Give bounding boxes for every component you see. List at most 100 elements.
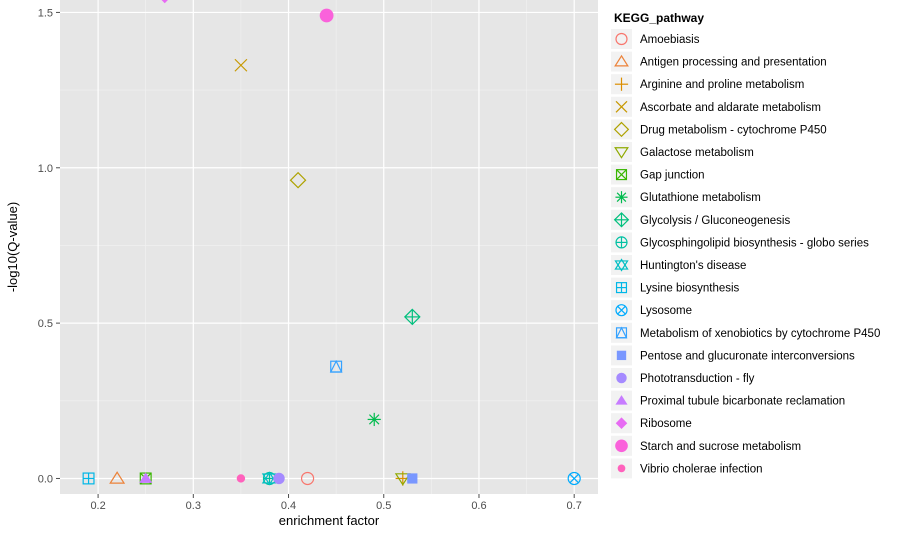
- legend-marker: [616, 350, 627, 361]
- legend-item: Amoebiasis: [611, 29, 700, 49]
- legend-item: Pentose and glucuronate interconversions: [611, 345, 855, 366]
- legend-label: Arginine and proline metabolism: [640, 79, 804, 91]
- data-point: [289, 171, 307, 189]
- x-tick-label: 0.2: [90, 500, 105, 512]
- y-axis-title: -log10(Q-value): [5, 202, 20, 292]
- panel-background: [60, 0, 598, 494]
- legend-label: Amoebiasis: [640, 34, 700, 46]
- legend-marker: [617, 464, 626, 473]
- x-tick-label: 0.4: [281, 500, 296, 512]
- legend-item: Drug metabolism - cytochrome P450: [611, 119, 827, 140]
- legend-marker: [613, 121, 630, 138]
- legend-marker: [615, 32, 628, 46]
- legend-marker: [615, 395, 628, 405]
- legend-marker: [614, 77, 629, 91]
- legend-key: [611, 142, 632, 162]
- legend-key: [611, 29, 632, 49]
- legend-label: Galactose metabolism: [640, 147, 754, 159]
- legend-marker: [615, 282, 628, 294]
- legend-marker: [615, 417, 628, 429]
- x-tick-label: 0.6: [471, 500, 486, 512]
- axis-ticks: 0.2 0.3 0.4 0.5 0.6 0.7 0.0 0.5 1.0 1.5: [38, 7, 582, 512]
- legend-item: Starch and sucrose metabolism: [611, 435, 801, 456]
- legend-label: Gap junction: [640, 170, 705, 182]
- legend-label: Antigen processing and presentation: [640, 57, 827, 69]
- legend-key: [611, 322, 632, 343]
- legend-label: Ribosome: [640, 418, 692, 430]
- x-tick-label: 0.3: [186, 500, 201, 512]
- legend-item: Antigen processing and presentation: [611, 51, 827, 72]
- data-point: [139, 472, 153, 483]
- legend-item: Proximal tubule bicarbonate reclamation: [611, 390, 845, 411]
- legend-key: [611, 119, 632, 140]
- data-point: [236, 474, 246, 483]
- legend-label: Proximal tubule bicarbonate reclamation: [640, 396, 845, 408]
- legend-marker: [615, 304, 628, 317]
- y-tick-label: 0.5: [38, 318, 53, 330]
- data-point: [329, 359, 343, 373]
- data-point: [234, 58, 248, 72]
- legend-marker: [614, 147, 629, 159]
- legend-key: [611, 51, 632, 72]
- legend-label: Metabolism of xenobiotics by cytochrome …: [640, 328, 880, 340]
- data-points: [82, 0, 581, 486]
- legend-item: Ascorbate and aldarate metabolism: [611, 96, 821, 117]
- data-point: [319, 8, 334, 23]
- data-point: [403, 308, 421, 326]
- legend: Amoebiasis Antigen processing and present…: [611, 29, 880, 479]
- data-point: [82, 472, 95, 485]
- legend-label: Huntington's disease: [640, 260, 746, 272]
- legend-label: Vibrio cholerae infection: [640, 463, 763, 475]
- data-point: [394, 473, 411, 486]
- data-point: [261, 471, 278, 486]
- x-tick-label: 0.7: [567, 500, 582, 512]
- legend-item: Glutathione metabolism: [611, 187, 761, 208]
- legend-label: Starch and sucrose metabolism: [640, 441, 801, 453]
- legend-marker: [615, 439, 628, 453]
- legend-label: Lysine biosynthesis: [640, 283, 740, 295]
- legend-marker: [615, 100, 628, 113]
- data-point: [367, 412, 381, 427]
- legend-key: [611, 255, 632, 275]
- legend-marker: [614, 258, 629, 272]
- legend-label: Phototransduction - fly: [640, 373, 755, 385]
- legend-item: Lysine biosynthesis: [611, 277, 740, 298]
- data-point: [407, 473, 418, 484]
- legend-marker: [615, 236, 628, 249]
- legend-item: Vibrio cholerae infection: [611, 458, 763, 479]
- x-axis-title: enrichment factor: [279, 513, 380, 528]
- legend-label: Ascorbate and aldarate metabolism: [640, 102, 821, 114]
- legend-item: Ribosome: [611, 413, 692, 434]
- data-point: [300, 471, 315, 486]
- legend-item: Glycosphingolipid biosynthesis - globo s…: [611, 232, 869, 253]
- legend-marker: [616, 372, 627, 384]
- legend-item: Lysosome: [611, 300, 692, 321]
- legend-item: Metabolism of xenobiotics by cytochrome …: [611, 322, 880, 343]
- legend-item: Huntington's disease: [611, 255, 746, 275]
- data-point: [567, 471, 581, 486]
- data-point: [161, 0, 168, 4]
- legend-label: Glutathione metabolism: [640, 192, 761, 204]
- legend-item: Phototransduction - fly: [611, 368, 755, 388]
- legend-item: Galactose metabolism: [611, 142, 754, 162]
- legend-label: Pentose and glucuronate interconversions: [640, 350, 855, 362]
- legend-item: Glycolysis / Gluconeogenesis: [611, 209, 790, 230]
- legend-marker: [615, 326, 628, 339]
- y-tick-label: 1.0: [38, 163, 53, 175]
- legend-marker: [613, 212, 630, 228]
- legend-item: Gap junction: [611, 164, 705, 185]
- legend-marker: [615, 169, 628, 181]
- legend-label: Drug metabolism - cytochrome P450: [640, 124, 827, 136]
- legend-label: Glycosphingolipid biosynthesis - globo s…: [640, 237, 869, 249]
- legend-marker: [614, 54, 629, 67]
- data-point: [273, 472, 285, 485]
- x-tick-label: 0.5: [376, 500, 391, 512]
- legend-title: KEGG_pathway: [614, 11, 704, 25]
- data-point: [109, 471, 126, 484]
- legend-marker: [615, 191, 628, 204]
- y-tick-label: 0.0: [38, 473, 53, 485]
- legend-label: Glycolysis / Gluconeogenesis: [640, 215, 790, 227]
- legend-label: Lysosome: [640, 305, 692, 317]
- legend-item: Arginine and proline metabolism: [611, 74, 804, 95]
